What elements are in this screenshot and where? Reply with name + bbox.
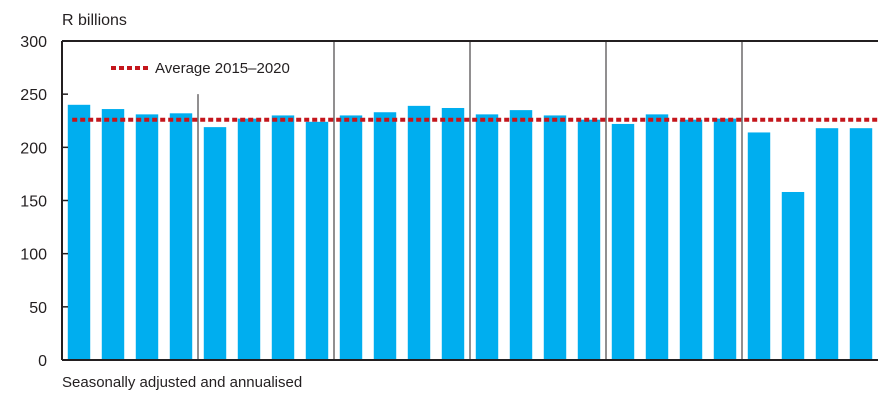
y-ticks-group: 0 50 100 150 200 250 300 — [20, 34, 68, 370]
bar — [339, 115, 363, 361]
bar — [67, 104, 91, 360]
bar — [305, 121, 329, 360]
bar — [679, 119, 703, 360]
y-tick-label: 0 — [38, 353, 47, 370]
bar — [611, 123, 635, 360]
y-tick-label: 200 — [20, 140, 47, 157]
legend: Average 2015–2020 — [111, 60, 290, 77]
y-tick-label: 150 — [20, 194, 47, 211]
y-axis-label: R billions — [62, 12, 127, 29]
chart-note: Seasonally adjusted and annualised — [62, 374, 302, 391]
bar — [849, 128, 873, 360]
bar — [645, 114, 669, 361]
bar — [169, 113, 193, 360]
bar — [713, 118, 737, 361]
bar — [203, 127, 227, 360]
bar — [747, 132, 771, 360]
bar — [373, 112, 397, 361]
y-tick-label: 100 — [20, 247, 47, 264]
bar — [577, 119, 601, 360]
bar — [543, 115, 567, 361]
bar — [441, 107, 465, 361]
bar — [475, 114, 499, 361]
bar — [271, 115, 295, 361]
bar — [101, 109, 125, 360]
bar — [407, 105, 431, 360]
y-tick-label: 300 — [20, 34, 47, 51]
bar — [509, 110, 533, 361]
period-separators — [197, 41, 743, 360]
bar — [815, 128, 839, 360]
bars-group — [67, 104, 873, 361]
bar — [237, 118, 261, 361]
legend-label: Average 2015–2020 — [155, 60, 290, 77]
y-tick-label: 50 — [29, 300, 47, 317]
bar — [781, 191, 805, 360]
y-tick-label: 250 — [20, 87, 47, 104]
bar — [135, 114, 159, 361]
